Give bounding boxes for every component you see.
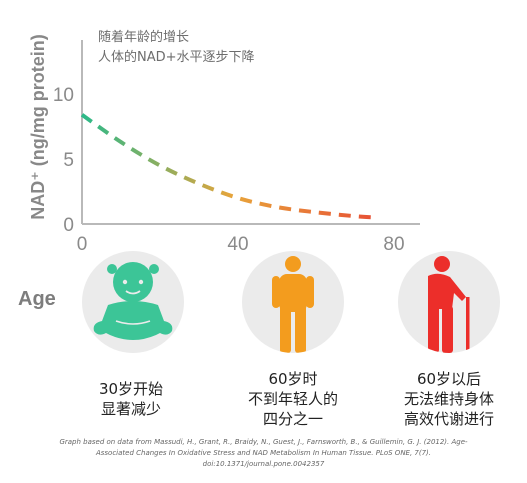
source-line: doi:10.1371/journal.pone.0042357 (202, 460, 325, 468)
y-tick-label: 0 (63, 215, 74, 236)
stage-caption-adult: 60岁时 不到年轻人的 四分之一 (223, 369, 363, 429)
source-citation: Graph based on data from Massudi, H., Gr… (20, 437, 507, 470)
x-tick-label: 80 (383, 234, 404, 255)
y-axis-label: NAD⁺ (ng/mg protein) (28, 34, 48, 219)
nad-chart: 0 5 10 0 40 80 NAD⁺ (ng/mg protein) (28, 34, 420, 255)
stage-caption-line: 四分之一 (262, 410, 323, 428)
stage-caption-baby: 30岁开始 显著减少 (61, 379, 201, 419)
stage-caption-line: 无法维持身体 (403, 390, 494, 408)
stage-circle-baby (82, 251, 184, 353)
stage-caption-line: 60岁以后 (416, 370, 482, 388)
stage-circle-elderly (398, 251, 500, 353)
x-tick-label: 0 (77, 234, 88, 255)
chart-title: 随着年龄的增长 (98, 30, 190, 45)
x-ticks: 0 40 80 (77, 234, 405, 255)
source-line: Graph based on data from Massudi, H., Gr… (59, 438, 468, 446)
nad-level-line (80, 113, 375, 220)
source-line: Associated Changes In Oxidative Stress a… (95, 449, 432, 457)
x-tick-label: 40 (227, 234, 248, 255)
stage-caption-line: 显著减少 (100, 400, 161, 418)
baby-icon (93, 262, 173, 340)
elderly-icon (428, 256, 470, 353)
x-axis-label: Age (18, 288, 56, 310)
stage-caption-line: 30岁开始 (98, 380, 164, 398)
adult-icon (272, 256, 314, 353)
stage-caption-elderly: 60岁以后 无法维持身体 高效代谢进行 (379, 369, 519, 429)
stage-caption-line: 高效代谢进行 (403, 410, 494, 428)
chart-subtitle: 人体的NAD+水平逐步下降 (98, 50, 255, 65)
y-ticks: 0 5 10 (53, 85, 74, 236)
stage-caption-line: 不到年轻人的 (247, 390, 338, 408)
stage-caption-line: 60岁时 (268, 370, 318, 388)
y-tick-label: 10 (53, 85, 74, 106)
stage-circle-adult (242, 251, 344, 353)
y-tick-label: 5 (63, 150, 74, 171)
